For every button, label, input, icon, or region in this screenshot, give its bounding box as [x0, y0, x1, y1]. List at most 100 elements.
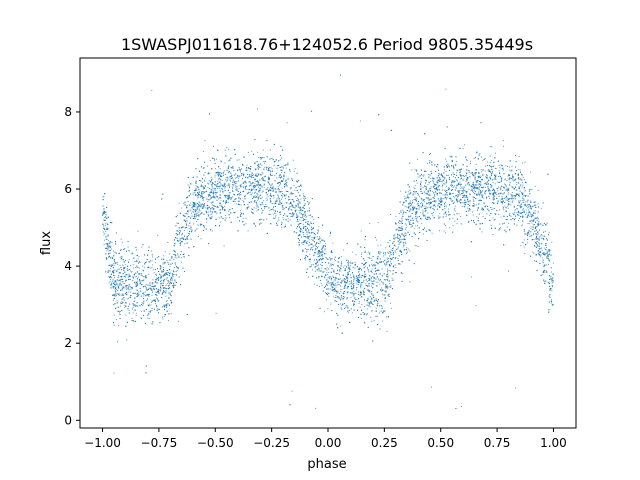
data-point [507, 189, 509, 191]
data-point [498, 165, 500, 167]
data-point [105, 258, 107, 260]
data-point [281, 187, 283, 189]
data-point [183, 256, 185, 258]
data-point [180, 207, 182, 209]
data-point [386, 263, 388, 265]
data-point [285, 202, 287, 204]
data-point [263, 157, 265, 159]
data-point [185, 222, 187, 224]
data-point [138, 256, 140, 258]
data-point [235, 203, 237, 205]
data-point [544, 254, 546, 256]
data-point [264, 208, 266, 210]
data-point [448, 208, 450, 210]
data-point [305, 249, 307, 251]
data-point [161, 270, 163, 272]
data-point [410, 215, 412, 217]
data-point [216, 187, 218, 189]
data-point [437, 194, 439, 196]
data-point [234, 201, 236, 203]
data-point [503, 186, 505, 188]
data-point [493, 178, 495, 180]
data-point [194, 202, 196, 204]
data-point [398, 213, 400, 215]
data-point [266, 218, 268, 220]
data-point [259, 203, 261, 205]
data-point [219, 189, 221, 191]
data-point [252, 212, 254, 213]
data-point [338, 284, 340, 286]
data-point [461, 187, 463, 189]
data-point [355, 282, 357, 284]
data-point [291, 202, 292, 204]
data-point [354, 293, 356, 295]
data-point [521, 162, 523, 164]
data-point [504, 205, 506, 207]
data-point [547, 254, 549, 256]
data-point [482, 169, 484, 171]
data-point [300, 213, 302, 215]
data-point [510, 193, 512, 195]
data-point [214, 189, 216, 191]
data-point [129, 297, 131, 299]
data-point [482, 190, 484, 192]
data-point [167, 271, 169, 273]
data-point [228, 194, 230, 196]
data-point [215, 195, 217, 197]
data-point [221, 189, 223, 191]
data-point [141, 246, 143, 248]
data-point [243, 182, 245, 184]
data-point [247, 189, 249, 191]
data-point [210, 209, 212, 211]
data-point [345, 284, 347, 286]
data-point [142, 293, 144, 295]
data-point [168, 285, 170, 287]
data-point [468, 220, 470, 222]
data-point [119, 256, 121, 258]
data-point [347, 287, 349, 289]
data-point [336, 284, 338, 286]
data-point [412, 217, 414, 219]
data-point [322, 250, 324, 252]
data-point [326, 292, 328, 294]
data-point [219, 204, 221, 206]
data-point [401, 217, 403, 219]
data-point [231, 175, 233, 177]
data-point [331, 283, 333, 285]
data-point [188, 225, 190, 227]
data-point [452, 200, 454, 202]
data-point [162, 263, 164, 265]
data-point [414, 193, 416, 195]
data-point [523, 188, 525, 190]
data-point [413, 222, 415, 224]
data-point [481, 194, 483, 196]
data-point [275, 188, 277, 190]
data-point [258, 190, 260, 192]
data-point [514, 212, 516, 214]
data-point [404, 195, 406, 197]
data-point [472, 198, 474, 200]
data-point [521, 199, 523, 201]
data-point [143, 292, 145, 294]
data-point [454, 220, 456, 222]
data-point [536, 243, 538, 245]
data-point [513, 180, 515, 182]
data-point [118, 312, 120, 314]
data-point [127, 277, 129, 279]
data-point [360, 287, 362, 289]
data-point [529, 215, 531, 217]
data-point [443, 178, 445, 180]
data-point [344, 265, 346, 267]
data-point [132, 280, 134, 282]
data-point [321, 267, 323, 269]
data-point [527, 206, 529, 208]
data-point [408, 205, 410, 207]
data-point [347, 263, 349, 265]
data-point [183, 202, 185, 204]
data-point [309, 241, 311, 243]
data-point [157, 234, 159, 236]
data-point [238, 159, 240, 161]
data-point [155, 297, 157, 299]
data-point [176, 270, 178, 272]
data-point [110, 245, 112, 247]
